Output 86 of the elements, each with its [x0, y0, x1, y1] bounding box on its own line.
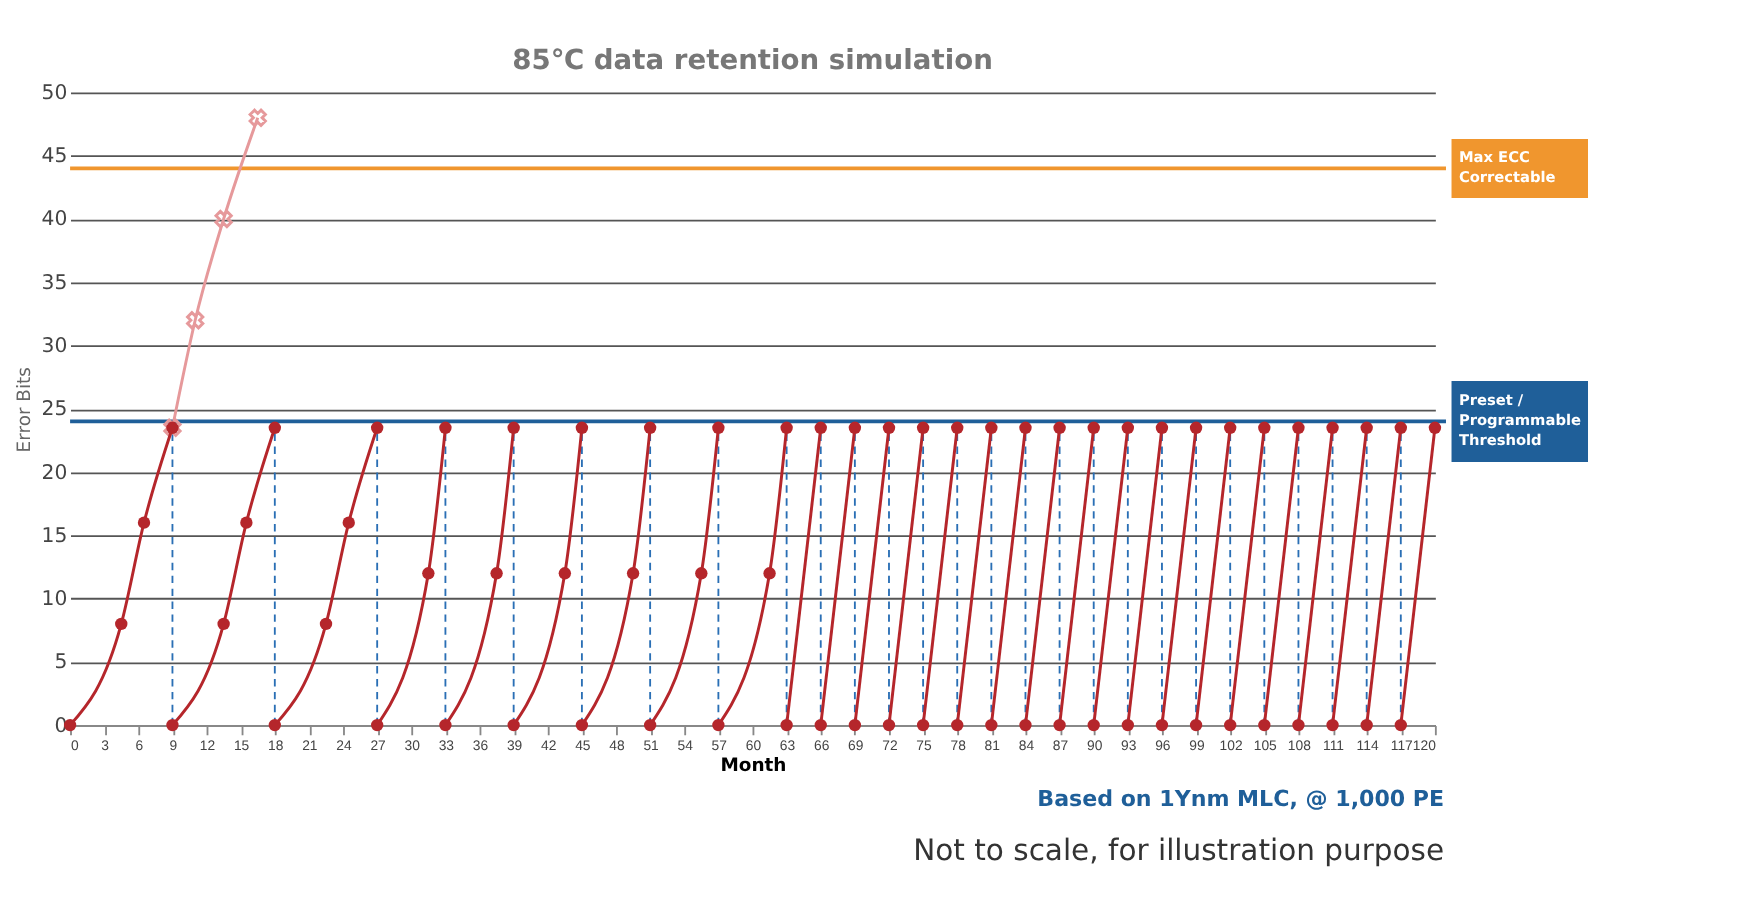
point [1428, 421, 1442, 434]
point [137, 516, 151, 529]
x-axis-title: Month [720, 755, 787, 778]
point [985, 718, 998, 732]
point [985, 421, 998, 434]
y-tick-label: 45 [41, 146, 68, 169]
y-tick-label: 5 [54, 652, 68, 675]
point [575, 421, 589, 434]
point [248, 108, 267, 127]
point [166, 718, 179, 732]
point [490, 567, 503, 580]
point [712, 421, 725, 434]
y-tick-label: 50 [41, 82, 68, 105]
point [882, 421, 896, 434]
point [439, 718, 452, 732]
point [1258, 421, 1271, 434]
point [1224, 421, 1237, 434]
point [370, 718, 384, 732]
point [1155, 421, 1169, 434]
point [1019, 421, 1032, 434]
point [814, 421, 827, 434]
point [1360, 421, 1373, 434]
point [1019, 718, 1032, 732]
point [951, 421, 964, 434]
text: Not to scale, for illustration purpose [913, 833, 1445, 868]
point [1155, 718, 1169, 732]
point [240, 516, 253, 529]
point [882, 718, 896, 732]
point [848, 718, 862, 732]
point [1087, 718, 1100, 732]
point [507, 718, 520, 732]
point [575, 718, 589, 732]
point [268, 718, 281, 732]
point [1326, 718, 1339, 732]
point [916, 718, 930, 732]
point [439, 421, 452, 434]
point [1189, 718, 1203, 732]
y-tick-label: 10 [41, 589, 68, 612]
point [848, 421, 862, 434]
point [1394, 718, 1407, 732]
point [370, 421, 384, 434]
point [1053, 421, 1066, 434]
y-tick-label: 35 [41, 272, 68, 295]
y-axis-title: Error Bits [14, 366, 37, 453]
point [1292, 421, 1305, 434]
point [1121, 718, 1135, 732]
point [342, 516, 355, 529]
point [695, 567, 708, 580]
point [115, 617, 128, 631]
point [186, 311, 205, 330]
point [319, 617, 333, 631]
point [951, 718, 964, 732]
point [763, 567, 776, 580]
point [643, 421, 657, 434]
point [626, 567, 640, 580]
point [1394, 421, 1407, 434]
point [1189, 421, 1203, 434]
y-tick-label: 15 [41, 525, 68, 548]
point [1121, 421, 1135, 434]
point [1292, 718, 1305, 732]
point [814, 718, 827, 732]
point [422, 567, 435, 580]
point [780, 718, 793, 732]
point [780, 421, 793, 434]
y-tick-label: 40 [41, 209, 68, 232]
point [712, 718, 725, 732]
y-tick-label: 20 [41, 462, 68, 485]
point [507, 421, 520, 434]
point [643, 718, 657, 732]
text: Based on 1Ynm MLC, @ 1,000 PE [1037, 786, 1445, 813]
chart-title: 85℃ data retention simulation [512, 44, 993, 77]
ref-line-label: Preset / Programmable Threshold [1458, 390, 1581, 450]
point [1053, 718, 1066, 732]
point [1360, 718, 1373, 732]
y-tick-label: 25 [41, 399, 68, 422]
point [1087, 421, 1100, 434]
point [217, 617, 230, 631]
point [916, 421, 930, 434]
point [558, 567, 572, 580]
point [268, 421, 281, 434]
y-tick-label: 30 [41, 336, 68, 359]
point [1258, 718, 1271, 732]
ref-line-label: Max ECC Correctable [1458, 147, 1556, 187]
point [214, 209, 233, 229]
point [1326, 421, 1339, 434]
point [1224, 718, 1237, 732]
